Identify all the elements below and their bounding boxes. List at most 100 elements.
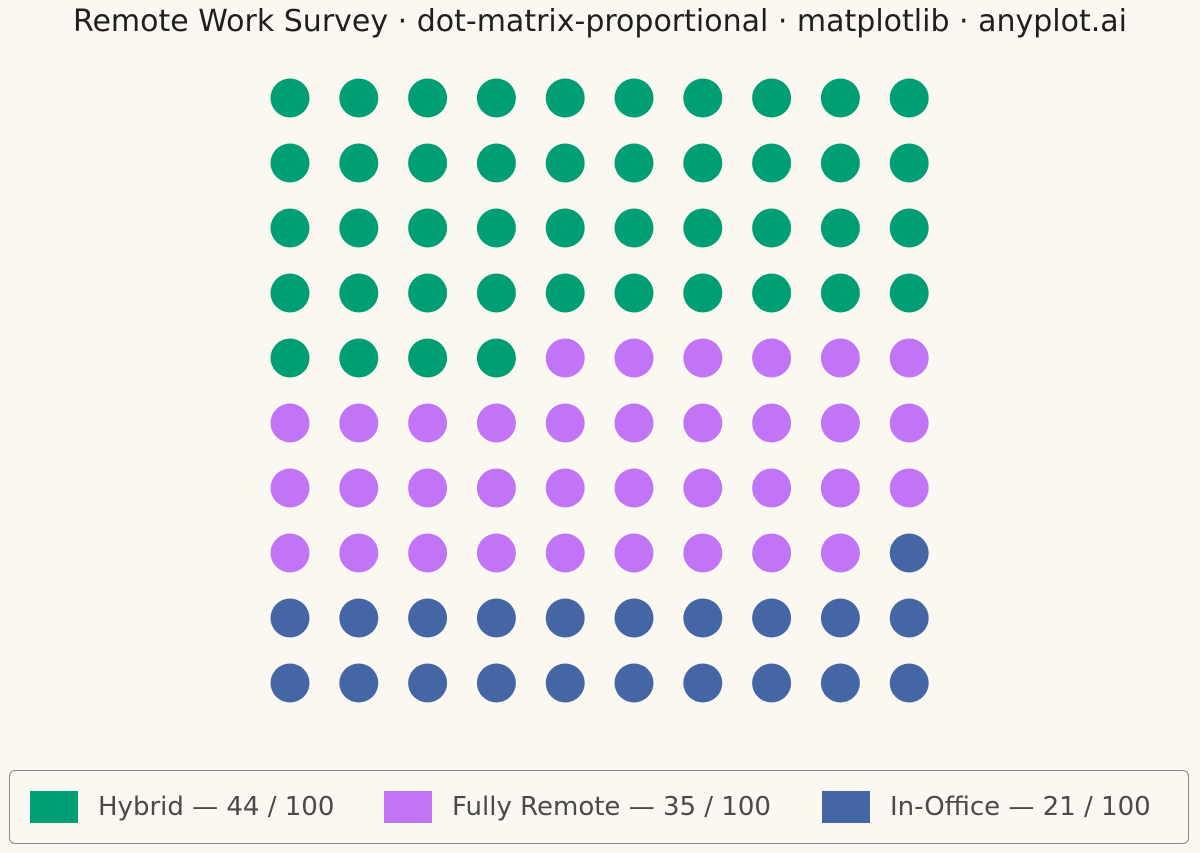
dot-in-office: [820, 663, 860, 703]
dot-in-office: [614, 663, 654, 703]
dot-in-office: [476, 663, 516, 703]
dot-in-office: [270, 598, 310, 638]
dot-fully-remote: [889, 338, 929, 378]
chart-title: Remote Work Survey · dot-matrix-proporti…: [72, 4, 1128, 39]
dot-fully-remote: [820, 403, 860, 443]
dot-hybrid: [476, 208, 516, 248]
legend-swatch-hybrid: [30, 791, 78, 823]
dot-fully-remote: [614, 338, 654, 378]
dot-in-office: [820, 598, 860, 638]
dot-hybrid: [339, 143, 379, 183]
legend-swatch-in-office: [822, 791, 870, 823]
dot-fully-remote: [752, 338, 792, 378]
dot-matrix-chart: [270, 78, 929, 703]
dot-hybrid: [476, 78, 516, 118]
dot-in-office: [683, 663, 723, 703]
dot-hybrid: [545, 273, 585, 313]
dot-fully-remote: [614, 533, 654, 573]
dot-fully-remote: [683, 338, 723, 378]
dot-hybrid: [476, 338, 516, 378]
dot-hybrid: [339, 208, 379, 248]
dot-fully-remote: [545, 338, 585, 378]
dot-fully-remote: [339, 403, 379, 443]
legend-entry-in-office: In-Office — 21 / 100: [822, 771, 1151, 843]
dot-hybrid: [820, 78, 860, 118]
legend-entry-fully-remote: Fully Remote — 35 / 100: [384, 771, 771, 843]
dot-hybrid: [683, 78, 723, 118]
dot-hybrid: [614, 208, 654, 248]
dot-hybrid: [752, 208, 792, 248]
dot-fully-remote: [408, 468, 448, 508]
dot-in-office: [545, 598, 585, 638]
dot-fully-remote: [545, 468, 585, 508]
dot-hybrid: [614, 273, 654, 313]
dot-fully-remote: [614, 403, 654, 443]
dot-hybrid: [408, 338, 448, 378]
dot-fully-remote: [683, 468, 723, 508]
dot-hybrid: [820, 143, 860, 183]
dot-in-office: [614, 598, 654, 638]
dot-fully-remote: [408, 533, 448, 573]
dot-fully-remote: [752, 533, 792, 573]
dot-hybrid: [270, 208, 310, 248]
dot-fully-remote: [545, 533, 585, 573]
dot-fully-remote: [476, 403, 516, 443]
dot-hybrid: [752, 78, 792, 118]
dot-hybrid: [752, 273, 792, 313]
dot-fully-remote: [270, 533, 310, 573]
legend-label-in-office: In-Office — 21 / 100: [890, 792, 1151, 822]
dot-in-office: [270, 663, 310, 703]
dot-hybrid: [270, 78, 310, 118]
dot-fully-remote: [476, 533, 516, 573]
dot-hybrid: [683, 208, 723, 248]
dot-hybrid: [408, 78, 448, 118]
dot-fully-remote: [889, 403, 929, 443]
dot-hybrid: [545, 143, 585, 183]
dot-hybrid: [339, 78, 379, 118]
dot-hybrid: [614, 143, 654, 183]
dot-fully-remote: [408, 403, 448, 443]
legend: Hybrid — 44 / 100 Fully Remote — 35 / 10…: [9, 770, 1189, 844]
dot-fully-remote: [270, 468, 310, 508]
dot-hybrid: [820, 208, 860, 248]
dot-hybrid: [270, 143, 310, 183]
dot-fully-remote: [820, 338, 860, 378]
dot-in-office: [752, 663, 792, 703]
dot-fully-remote: [820, 533, 860, 573]
dot-fully-remote: [820, 468, 860, 508]
dot-fully-remote: [889, 468, 929, 508]
dot-fully-remote: [339, 533, 379, 573]
dot-hybrid: [683, 273, 723, 313]
dot-hybrid: [889, 273, 929, 313]
dot-hybrid: [339, 338, 379, 378]
dot-in-office: [339, 598, 379, 638]
dot-in-office: [476, 598, 516, 638]
dot-fully-remote: [683, 533, 723, 573]
dot-hybrid: [270, 338, 310, 378]
dot-fully-remote: [683, 403, 723, 443]
dot-hybrid: [820, 273, 860, 313]
dot-hybrid: [752, 143, 792, 183]
dot-hybrid: [339, 273, 379, 313]
dot-in-office: [339, 663, 379, 703]
dot-hybrid: [889, 208, 929, 248]
dot-hybrid: [408, 143, 448, 183]
dot-in-office: [889, 533, 929, 573]
dot-fully-remote: [476, 468, 516, 508]
legend-label-fully-remote: Fully Remote — 35 / 100: [452, 792, 771, 822]
dot-fully-remote: [339, 468, 379, 508]
dot-in-office: [408, 598, 448, 638]
dot-hybrid: [889, 78, 929, 118]
dot-in-office: [545, 663, 585, 703]
dot-in-office: [889, 663, 929, 703]
dot-fully-remote: [270, 403, 310, 443]
legend-label-hybrid: Hybrid — 44 / 100: [98, 792, 335, 822]
dot-hybrid: [408, 208, 448, 248]
dot-fully-remote: [752, 468, 792, 508]
dot-hybrid: [476, 143, 516, 183]
dot-hybrid: [545, 208, 585, 248]
dot-in-office: [683, 598, 723, 638]
dot-fully-remote: [614, 468, 654, 508]
dot-hybrid: [270, 273, 310, 313]
dot-hybrid: [614, 78, 654, 118]
